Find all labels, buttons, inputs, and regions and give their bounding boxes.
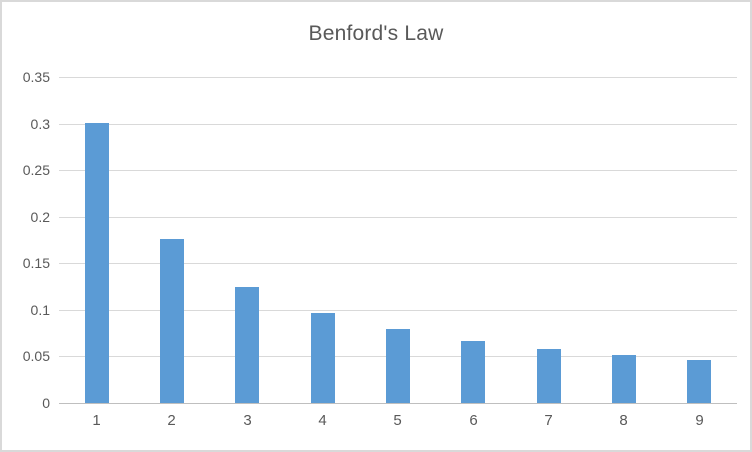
- gridline: [59, 124, 737, 125]
- bar: [687, 360, 711, 403]
- bar: [612, 355, 636, 403]
- chart-title: Benford's Law: [308, 22, 444, 45]
- x-tick-label: 5: [393, 412, 402, 429]
- y-tick-label: 0.2: [30, 209, 50, 225]
- y-tick-label: 0.05: [22, 348, 50, 364]
- x-tick-label: 7: [544, 412, 553, 429]
- bar: [85, 123, 109, 403]
- x-tick-label: 4: [318, 412, 327, 429]
- x-tick-label: 8: [619, 412, 628, 429]
- gridline: [59, 170, 737, 171]
- bar: [311, 313, 335, 403]
- x-tick-label: 2: [167, 412, 176, 429]
- x-tick-label: 3: [243, 412, 252, 429]
- bar: [386, 329, 410, 403]
- bar: [537, 349, 561, 403]
- bar: [160, 239, 184, 403]
- x-tick-label: 1: [92, 412, 101, 429]
- x-tick-label: 9: [695, 412, 704, 429]
- y-tick-label: 0.15: [22, 255, 50, 271]
- gridline: [59, 77, 737, 78]
- x-tick-label: 6: [469, 412, 478, 429]
- y-tick-label: 0.3: [30, 116, 50, 132]
- y-tick-label: 0: [42, 395, 50, 411]
- gridline: [59, 263, 737, 264]
- bar: [235, 287, 259, 403]
- y-tick-label: 0.35: [22, 69, 50, 85]
- gridline: [59, 217, 737, 218]
- y-tick-label: 0.1: [30, 302, 50, 318]
- y-tick-label: 0.25: [22, 162, 50, 178]
- x-axis-line: [59, 403, 737, 404]
- bar: [461, 341, 485, 403]
- gridline: [59, 310, 737, 311]
